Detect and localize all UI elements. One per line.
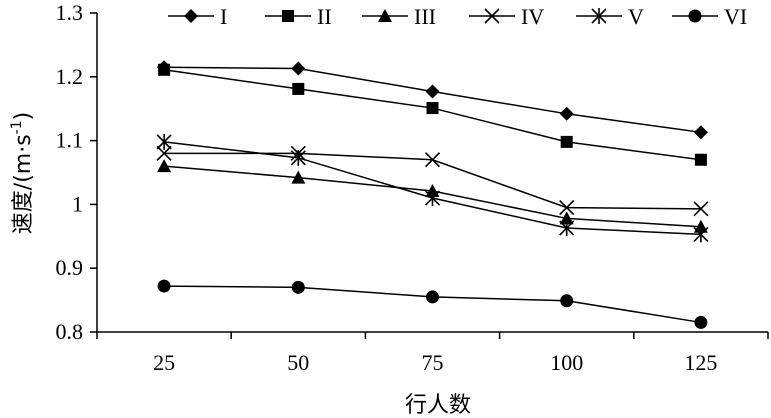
legend-item: IV [469,4,544,29]
x-tick-label: 25 [153,350,175,375]
legend-label: I [220,4,227,29]
y-tick-label: 1.3 [56,0,84,25]
data-point [693,226,709,243]
data-point [424,152,441,168]
data-point [292,82,305,95]
legend-label: II [317,4,332,29]
series-group [156,60,709,329]
data-point [693,125,708,140]
data-point [425,84,440,99]
data-point [424,190,441,207]
legend-label: IV [521,4,544,29]
data-point [156,133,172,150]
legend-marker [282,10,294,22]
data-point [157,279,171,293]
data-point [426,290,439,304]
legend-marker [591,8,607,24]
data-point [426,102,439,115]
legend-label: V [628,4,644,29]
legend: I II III IV V VI [168,4,747,29]
legend-item: II [265,4,332,29]
y-tick-label: 0.9 [56,255,84,280]
data-point [291,170,306,184]
legend-item: VI [672,4,747,29]
series-V [156,133,709,243]
data-point [559,220,575,237]
x-tick-label: 75 [422,350,444,375]
data-point [694,153,707,166]
data-point [156,145,172,161]
data-point [157,159,172,173]
axes [96,13,768,333]
series-II [158,63,707,166]
data-point [560,294,574,308]
y-axis-title-close: ) [11,112,36,121]
y-axis-title-main: 速度/(m·s [11,134,36,234]
data-point [559,200,575,216]
legend-item: I [168,4,227,29]
legend-item: V [576,4,644,29]
legend-item: III [362,4,436,29]
legend-label: VI [724,4,747,29]
series-line [163,69,701,161]
y-axis-title: 速度/(m·s-1) [9,112,36,234]
data-point [291,61,306,76]
series-I [157,60,708,140]
series-VI [157,279,708,329]
legend-marker [378,9,392,22]
x-axis-ticks: 25 50 75 100 125 [96,332,769,375]
legend-label: III [414,4,436,29]
legend-marker [688,9,702,23]
data-point [559,106,574,121]
x-tick-label: 50 [287,350,309,375]
y-axis-ticks: 0.8 0.9 1 1.1 1.2 1.3 [56,0,97,344]
y-tick-label: 1 [72,191,83,216]
x-tick-label: 125 [684,350,717,375]
legend-marker [184,9,198,23]
data-point [559,211,574,225]
series-line [164,66,702,134]
data-point [291,280,305,294]
data-point [694,315,708,329]
x-tick-label: 100 [550,350,583,375]
y-axis-title-superscript: -1 [9,120,25,134]
x-axis-title: 行人数 [405,393,471,418]
data-point [560,135,573,148]
legend-marker [484,8,500,24]
y-tick-label: 1.2 [56,64,84,89]
data-point [693,201,709,217]
data-point [158,63,171,76]
data-point [693,219,708,233]
y-tick-label: 0.8 [56,319,84,344]
data-point [290,149,306,166]
y-tick-label: 1.1 [56,128,84,153]
